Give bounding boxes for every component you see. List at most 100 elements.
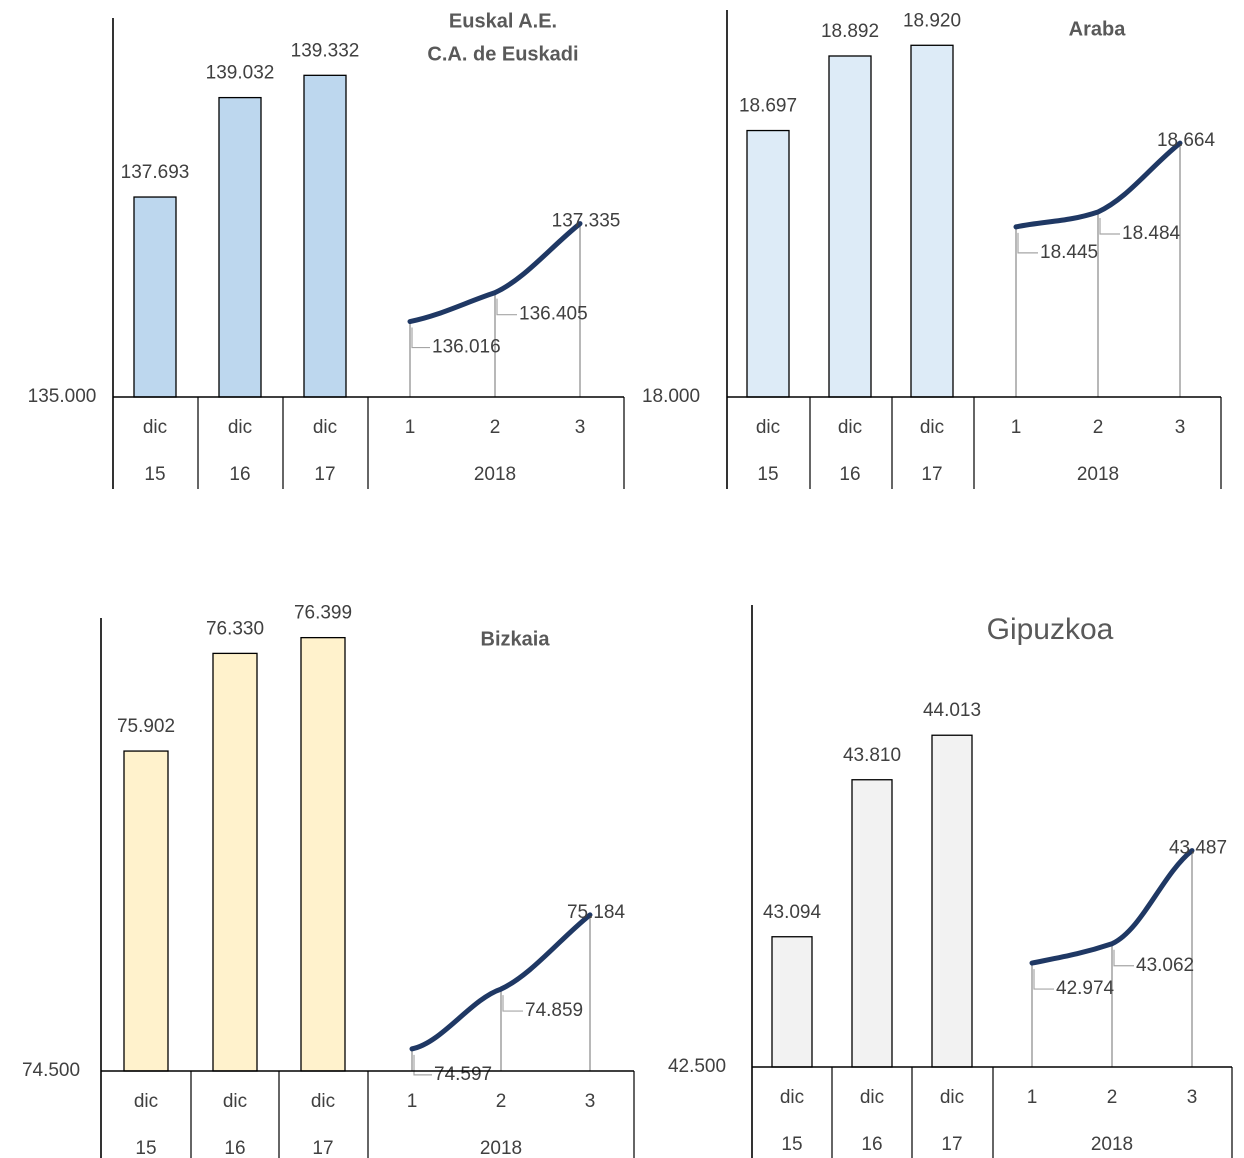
x-tick-year: 16 (839, 464, 860, 485)
line-value-label: 136.016 (432, 337, 501, 358)
x-tick-month: dic (313, 417, 337, 438)
label-callout (411, 327, 430, 349)
chart-panel-3: Bizkaia 74.500 75.902 76.330 76.399 74.597 74.… (22, 603, 635, 1158)
bar (771, 936, 813, 1068)
line-value-label: 18.484 (1122, 223, 1181, 244)
series-line (1013, 140, 1183, 230)
x-tick-month-number: 3 (1175, 417, 1186, 438)
chart-title: Euskal A.E. (449, 10, 557, 32)
bar-value-label: 18.697 (739, 96, 797, 117)
bar (851, 779, 893, 1068)
bar (133, 196, 177, 398)
bar-value-label: 76.330 (206, 618, 264, 639)
x-tick-year-group: 2018 (1077, 464, 1119, 485)
x-tick-month: dic (756, 417, 780, 438)
x-tick-year-group: 2018 (1091, 1134, 1133, 1155)
chart-title: Gipuzkoa (987, 613, 1114, 646)
x-tick-month-number: 3 (585, 1091, 596, 1112)
line-value-label: 42.974 (1056, 978, 1115, 999)
bar (828, 55, 872, 398)
chart-title: C.A. de Euskadi (427, 43, 578, 65)
x-tick-month: dic (223, 1091, 247, 1112)
series-line (1029, 848, 1195, 966)
bar-value-label: 137.693 (121, 162, 190, 183)
line-value-label: 75.184 (567, 902, 626, 923)
x-tick-month: dic (228, 417, 252, 438)
x-tick-year: 16 (229, 464, 250, 485)
x-tick-month: dic (860, 1087, 884, 1108)
x-tick-month: dic (920, 417, 944, 438)
chart-panel-1: Euskal A.E. C.A. de Euskadi 135.000 137.693… (28, 10, 625, 489)
bar (910, 44, 954, 398)
line-value-label: 137.335 (552, 211, 621, 232)
x-tick-month-number: 2 (496, 1091, 507, 1112)
label-callout (496, 298, 517, 316)
x-tick-year: 16 (224, 1138, 245, 1158)
bar-value-label: 44.013 (923, 700, 981, 721)
x-tick-year-group: 2018 (474, 464, 516, 485)
x-tick-year: 15 (135, 1138, 156, 1158)
x-tick-year: 17 (921, 464, 942, 485)
label-callout (1017, 232, 1038, 254)
bar (300, 636, 346, 1072)
x-tick-month-number: 1 (405, 417, 416, 438)
series-line (409, 912, 593, 1052)
bar-value-label: 18.892 (821, 21, 879, 42)
chart-title: Bizkaia (481, 628, 551, 650)
bar-value-label: 43.094 (763, 902, 822, 923)
series-line (407, 221, 583, 325)
bar-value-label: 18.920 (903, 10, 961, 31)
bar-value-label: 75.902 (117, 716, 175, 737)
x-tick-month: dic (940, 1087, 964, 1108)
chart-title: Araba (1069, 18, 1127, 40)
line-value-label: 74.597 (434, 1064, 492, 1085)
x-tick-year: 17 (314, 464, 335, 485)
baseline-label: 74.500 (22, 1060, 80, 1081)
x-tick-year: 15 (757, 464, 778, 485)
x-tick-year: 17 (941, 1134, 962, 1155)
x-tick-month-number: 1 (1011, 417, 1022, 438)
x-tick-month: dic (311, 1091, 335, 1112)
x-tick-month-number: 3 (1187, 1087, 1198, 1108)
x-tick-month-number: 2 (490, 417, 501, 438)
baseline-label: 42.500 (668, 1056, 726, 1077)
bar (218, 96, 262, 398)
line-value-label: 18.664 (1157, 130, 1216, 151)
x-tick-month-number: 1 (1027, 1087, 1038, 1108)
x-tick-year: 17 (312, 1138, 333, 1158)
bar (931, 734, 973, 1068)
label-callout (1113, 949, 1134, 967)
x-tick-month: dic (780, 1087, 804, 1108)
line-value-label: 136.405 (519, 304, 588, 325)
label-callout (1099, 217, 1120, 235)
bar (746, 129, 790, 398)
line-value-label: 18.445 (1040, 242, 1098, 263)
x-tick-month-number: 2 (1107, 1087, 1118, 1108)
bar (303, 74, 347, 398)
chart-panel-2: Araba 18.000 18.697 18.892 18.920 18.445 18.48… (642, 10, 1222, 489)
x-tick-month-number: 3 (575, 417, 586, 438)
line-value-label: 43.487 (1169, 838, 1227, 859)
x-tick-year: 15 (144, 464, 165, 485)
bar-value-label: 76.399 (294, 603, 352, 624)
x-tick-year: 15 (781, 1134, 802, 1155)
x-tick-month: dic (134, 1091, 158, 1112)
baseline-label: 18.000 (642, 386, 700, 407)
bar-value-label: 43.810 (843, 745, 901, 766)
bar (123, 750, 169, 1072)
label-callout (413, 1054, 432, 1076)
baseline-label: 135.000 (28, 386, 97, 407)
x-tick-year-group: 2018 (480, 1138, 522, 1158)
x-tick-month: dic (143, 417, 167, 438)
x-tick-month-number: 1 (407, 1091, 418, 1112)
label-callout (502, 995, 523, 1012)
x-tick-year: 16 (861, 1134, 882, 1155)
bar-value-label: 139.332 (291, 40, 360, 61)
bar (212, 652, 258, 1072)
x-tick-month: dic (838, 417, 862, 438)
line-value-label: 74.859 (525, 1000, 583, 1021)
line-value-label: 43.062 (1136, 955, 1194, 976)
chart-panel-4: Gipuzkoa 42.500 43.094 43.810 44.013 42.974 43… (668, 605, 1233, 1158)
label-callout (1033, 969, 1054, 990)
